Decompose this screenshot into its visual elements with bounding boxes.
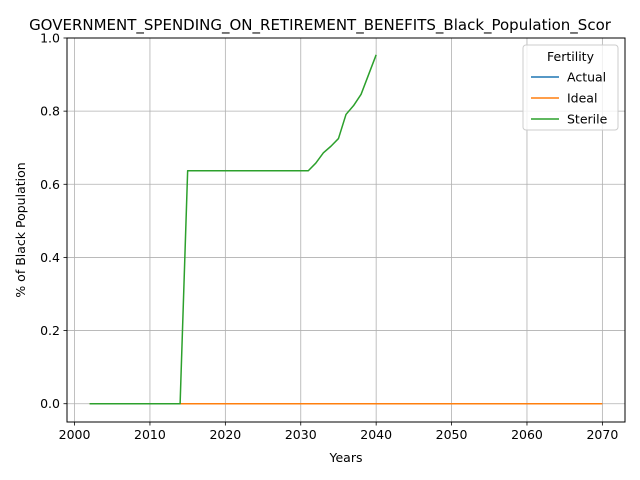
plot-frame <box>66 37 626 423</box>
series-layer <box>89 54 603 405</box>
x-tick-label: 2020 <box>209 427 241 442</box>
x-tick-label: 2070 <box>586 427 618 442</box>
legend-box <box>522 44 619 131</box>
legend-title: Fertility <box>547 49 595 64</box>
y-tick-label: 0.8 <box>40 104 60 119</box>
x-tick-label: 2060 <box>511 427 543 442</box>
y-axis-label: % of Black Population <box>13 162 28 297</box>
y-tick-label: 0.2 <box>40 323 60 338</box>
y-tick-label: 0.6 <box>40 177 60 192</box>
y-tick-label: 0.0 <box>40 396 60 411</box>
legend: Fertility Actual Ideal Sterile <box>522 44 619 131</box>
chart-title: GOVERNMENT_SPENDING_ON_RETIREMENT_BENEFI… <box>29 16 612 35</box>
legend-entry-label: Ideal <box>567 91 597 106</box>
ticks: 2000 2010 2020 2030 2040 2050 2060 2070 0.0 0.2 0.… <box>40 31 618 443</box>
x-tick-label: 2050 <box>436 427 468 442</box>
series-line-sterile <box>89 54 377 405</box>
y-tick-label: 1.0 <box>40 31 60 46</box>
x-axis-label: Years <box>329 450 363 465</box>
legend-entry-label: Actual <box>567 70 606 85</box>
x-tick-label: 2030 <box>285 427 317 442</box>
x-tick-label: 2000 <box>59 427 91 442</box>
x-tick-label: 2040 <box>360 427 392 442</box>
x-tick-label: 2010 <box>134 427 166 442</box>
legend-entry-label: Sterile <box>567 112 608 127</box>
y-tick-label: 0.4 <box>40 250 60 265</box>
